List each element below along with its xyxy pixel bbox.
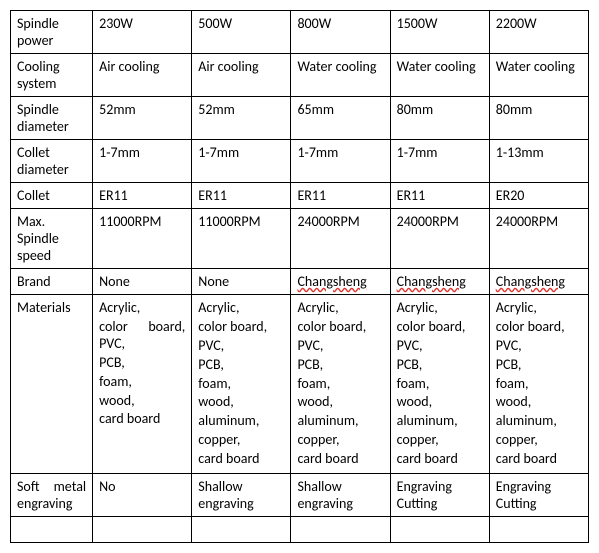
table-row: SoftmetalengravingNoShallow engravingSha… bbox=[11, 474, 589, 517]
table-cell: Acrylic,color board,PVC,PCB,foam,wood,al… bbox=[291, 295, 390, 474]
table-cell: 800W bbox=[291, 11, 390, 54]
table-cell: 1500W bbox=[390, 11, 489, 54]
table-cell: Engraving Cutting bbox=[390, 474, 489, 517]
table-cell: 1-7mm bbox=[192, 140, 291, 183]
table-cell: 80mm bbox=[390, 97, 489, 140]
table-cell: None bbox=[192, 269, 291, 295]
table-cell bbox=[192, 517, 291, 543]
row-label: Spindlediameter bbox=[11, 97, 93, 140]
table-cell bbox=[11, 517, 93, 543]
table-cell: ER20 bbox=[489, 183, 588, 209]
table-cell: Water cooling bbox=[291, 54, 390, 97]
table-cell: 24000RPM bbox=[489, 209, 588, 269]
table-cell: ER11 bbox=[93, 183, 192, 209]
table-cell: 80mm bbox=[489, 97, 588, 140]
table-cell: Acrylic,colorboard,PVC,PCB,foam,wood,car… bbox=[93, 295, 192, 474]
table-row: CoolingsystemAir coolingAir coolingWater… bbox=[11, 54, 589, 97]
table-row: MaterialsAcrylic,colorboard,PVC,PCB,foam… bbox=[11, 295, 589, 474]
table-cell: Acrylic,color board,PVC,PCB,foam,wood,al… bbox=[390, 295, 489, 474]
table-cell: 24000RPM bbox=[291, 209, 390, 269]
row-label: Colletdiameter bbox=[11, 140, 93, 183]
table-cell: Air cooling bbox=[192, 54, 291, 97]
table-cell: 230W bbox=[93, 11, 192, 54]
table-cell: Air cooling bbox=[93, 54, 192, 97]
table-cell: 52mm bbox=[93, 97, 192, 140]
table-cell: 1-7mm bbox=[93, 140, 192, 183]
table-cell: ER11 bbox=[390, 183, 489, 209]
table-cell: Acrylic,color board,PVC,PCB,foam,wood,al… bbox=[192, 295, 291, 474]
table-cell: 2200W bbox=[489, 11, 588, 54]
table-cell: 24000RPM bbox=[390, 209, 489, 269]
table-cell: Shallow engraving bbox=[291, 474, 390, 517]
row-label: Brand bbox=[11, 269, 93, 295]
row-label: Spindlepower bbox=[11, 11, 93, 54]
table-cell: 1-7mm bbox=[390, 140, 489, 183]
table-row: BrandNoneNoneChangshengChangshengChangsh… bbox=[11, 269, 589, 295]
row-label: Softmetalengraving bbox=[11, 474, 93, 517]
table-cell bbox=[489, 517, 588, 543]
table-cell: Engraving Cutting bbox=[489, 474, 588, 517]
table-cell: Changsheng bbox=[390, 269, 489, 295]
table-row: ColletER11ER11ER11ER11ER20 bbox=[11, 183, 589, 209]
table-cell: None bbox=[93, 269, 192, 295]
table-cell: 11000RPM bbox=[93, 209, 192, 269]
table-cell: 11000RPM bbox=[192, 209, 291, 269]
table-cell: Changsheng bbox=[291, 269, 390, 295]
table-cell: Changsheng bbox=[489, 269, 588, 295]
table-cell bbox=[390, 517, 489, 543]
table-cell bbox=[291, 517, 390, 543]
table-cell: 52mm bbox=[192, 97, 291, 140]
table-cell: ER11 bbox=[192, 183, 291, 209]
row-label: Materials bbox=[11, 295, 93, 474]
table-cell: No bbox=[93, 474, 192, 517]
row-label: Collet bbox=[11, 183, 93, 209]
spec-table: Spindlepower230W500W800W1500W2200WCoolin… bbox=[10, 10, 589, 543]
table-cell: 500W bbox=[192, 11, 291, 54]
row-label: Max.Spindlespeed bbox=[11, 209, 93, 269]
row-label: Coolingsystem bbox=[11, 54, 93, 97]
table-row: Max.Spindlespeed11000RPM11000RPM24000RPM… bbox=[11, 209, 589, 269]
table-cell: ER11 bbox=[291, 183, 390, 209]
table-row: Spindlediameter52mm52mm65mm80mm80mm bbox=[11, 97, 589, 140]
table-row: Colletdiameter1-7mm1-7mm1-7mm1-7mm1-13mm bbox=[11, 140, 589, 183]
table-cell: Acrylic,color board,PVC,PCB,foam,wood,al… bbox=[489, 295, 588, 474]
table-cell bbox=[93, 517, 192, 543]
table-cell: 1-7mm bbox=[291, 140, 390, 183]
table-cell: Water cooling bbox=[390, 54, 489, 97]
table-cell: 65mm bbox=[291, 97, 390, 140]
table-row bbox=[11, 517, 589, 543]
table-row: Spindlepower230W500W800W1500W2200W bbox=[11, 11, 589, 54]
table-cell: Water cooling bbox=[489, 54, 588, 97]
table-cell: 1-13mm bbox=[489, 140, 588, 183]
table-cell: Shallow engraving bbox=[192, 474, 291, 517]
